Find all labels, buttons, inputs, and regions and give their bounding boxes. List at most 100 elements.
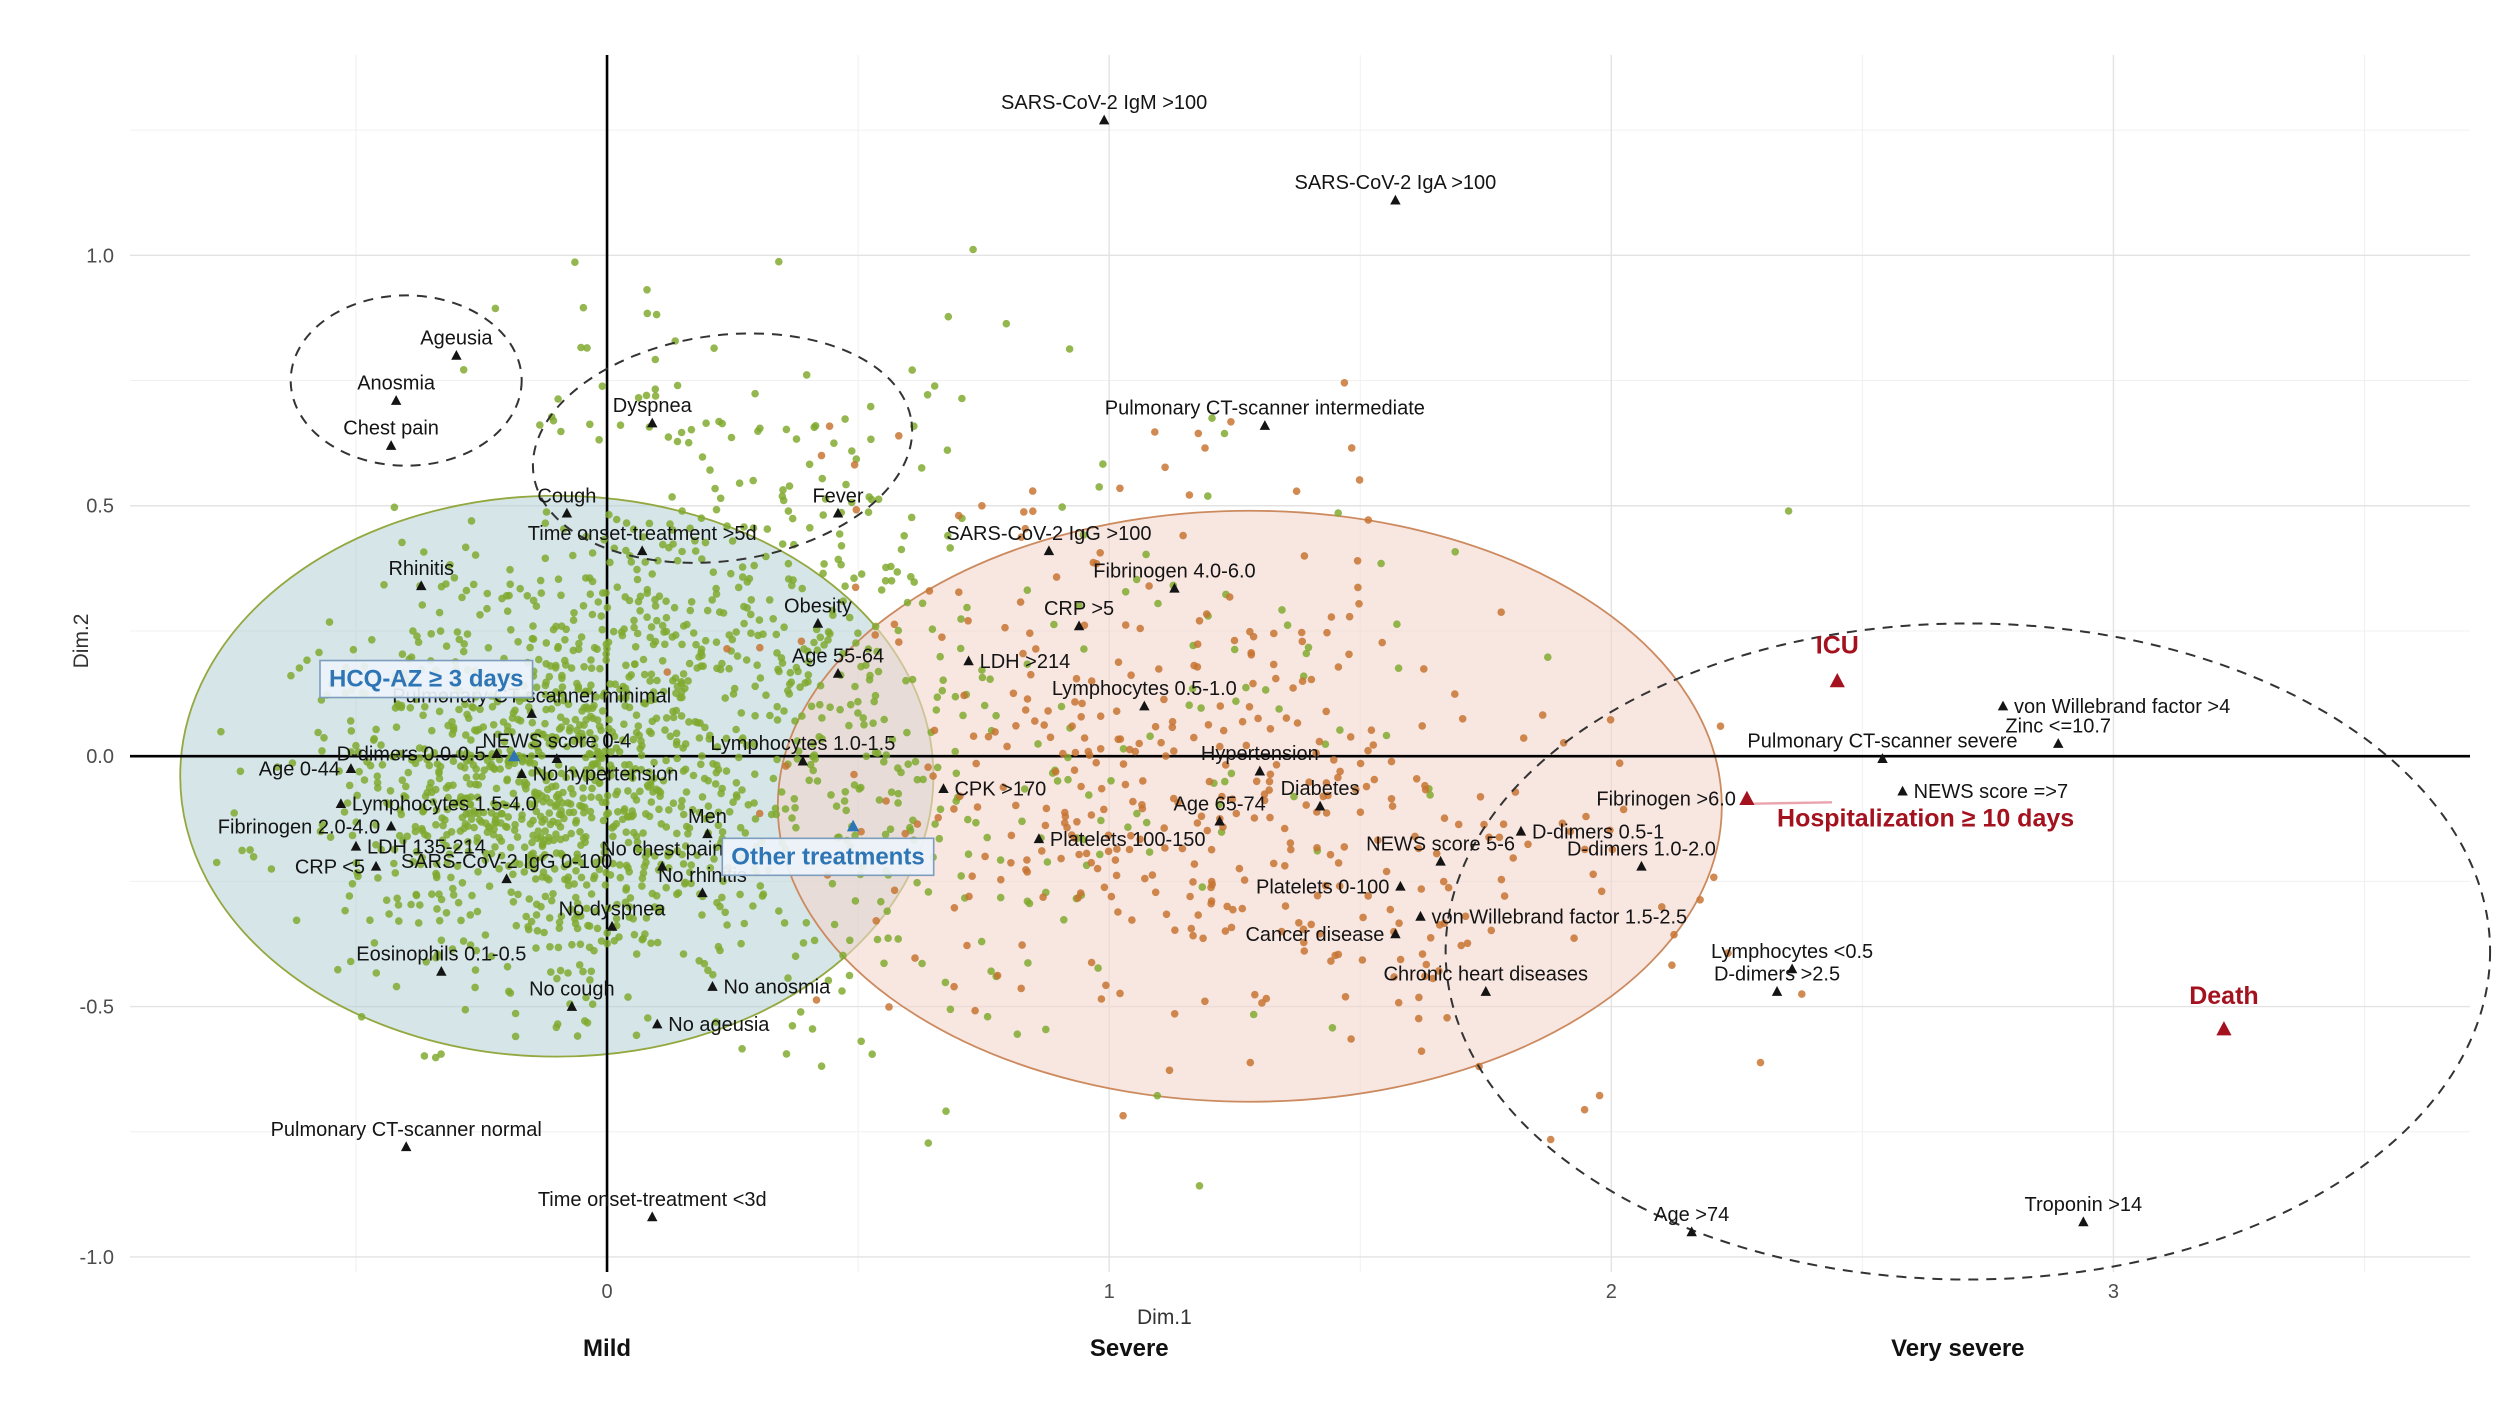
scatter-point: [536, 576, 545, 585]
scatter-point: [466, 941, 475, 949]
scatter-point: [508, 714, 517, 722]
scatter-point: [655, 787, 663, 795]
scatter-point: [842, 480, 850, 489]
scatter-point: [507, 888, 515, 896]
scatter-point: [1039, 893, 1047, 901]
scatter-point: [616, 421, 625, 430]
scatter-point: [442, 841, 450, 850]
scatter-point: [653, 938, 662, 947]
scatter-point: [546, 943, 554, 951]
scatter-point: [651, 852, 659, 860]
scatter-point: [827, 791, 835, 799]
scatter-point: [718, 419, 726, 428]
scatter-point: [545, 875, 553, 884]
scatter-point: [1190, 733, 1198, 742]
scatter-point: [352, 818, 361, 826]
scatter-point: [628, 774, 637, 782]
scatter-point: [894, 935, 902, 943]
scatter-point: [866, 671, 874, 680]
scatter-point: [1125, 745, 1134, 754]
scatter-point: [537, 902, 545, 911]
scatter-point: [450, 574, 459, 582]
category-marker: [1043, 545, 1055, 556]
scatter-point: [589, 714, 597, 723]
scatter-point: [1121, 621, 1130, 629]
scatter-point: [971, 1006, 979, 1015]
scatter-point: [425, 753, 434, 762]
scatter-point: [621, 702, 629, 710]
scatter-point: [782, 762, 790, 770]
scatter-point: [432, 806, 441, 814]
scatter-point: [1077, 782, 1085, 791]
scatter-point: [641, 558, 649, 566]
scatter-point: [528, 718, 537, 727]
scatter-point: [1207, 845, 1216, 854]
scatter-point: [1012, 722, 1020, 730]
scatter-point: [697, 760, 705, 769]
category-label: Time onset-treatment >5d: [528, 523, 757, 545]
scatter-point: [1334, 663, 1343, 671]
scatter-point: [1078, 699, 1086, 708]
category-label: Cancer disease: [1245, 924, 1384, 946]
scatter-point: [541, 827, 549, 835]
scatter-point: [704, 802, 713, 810]
scatter-point: [829, 611, 837, 619]
scatter-point: [817, 451, 826, 460]
scatter-point: [1443, 1014, 1451, 1022]
scatter-point: [784, 974, 792, 982]
scatter-point: [1457, 941, 1465, 950]
scatter-point: [366, 916, 374, 924]
scatter-point: [612, 515, 621, 524]
scatter-point: [442, 580, 450, 588]
scatter-point: [1386, 905, 1395, 914]
scatter-point: [756, 674, 765, 682]
scatter-point: [647, 777, 655, 786]
scatter-point: [775, 667, 783, 676]
scatter-point: [1316, 930, 1324, 938]
scatter-point: [1197, 812, 1206, 821]
category-marker: [335, 798, 347, 809]
scatter-point: [1411, 832, 1419, 841]
scatter-point: [588, 610, 597, 619]
category-marker: [1786, 963, 1798, 974]
scatter-point: [316, 827, 325, 836]
scatter-point: [850, 574, 858, 582]
scatter-point: [1353, 557, 1362, 565]
scatter-point: [609, 859, 617, 868]
scatter-point: [1387, 795, 1396, 803]
scatter-point: [598, 589, 607, 597]
scatter-point: [714, 808, 723, 817]
category-label: Platelets 100-150: [1050, 829, 1206, 851]
scatter-point: [1023, 868, 1032, 876]
scatter-point: [1546, 1135, 1555, 1144]
scatter-point: [487, 952, 496, 961]
scatter-point: [267, 865, 276, 873]
scatter-point: [651, 355, 660, 364]
scatter-point: [590, 701, 598, 710]
scatter-point: [857, 570, 866, 578]
scatter-point: [520, 778, 529, 786]
scatter-point: [788, 814, 796, 822]
scatter-point: [648, 889, 657, 898]
category-marker: [2053, 738, 2064, 748]
scatter-point: [1160, 695, 1168, 704]
scatter-point: [551, 782, 560, 790]
scatter-point: [586, 590, 595, 598]
scatter-point: [866, 402, 875, 411]
scatter-point: [1476, 793, 1485, 801]
scatter-point: [711, 780, 720, 788]
scatter-point: [477, 818, 486, 826]
scatter-point: [497, 837, 506, 845]
scatter-point: [1272, 761, 1281, 769]
category-label: Pulmonary CT-scanner intermediate: [1105, 398, 1425, 420]
scatter-point: [647, 798, 656, 806]
scatter-point: [590, 874, 598, 883]
y-tick-label: -1.0: [80, 1247, 114, 1269]
scatter-point: [1220, 429, 1229, 438]
scatter-point: [579, 303, 588, 312]
scatter-point: [549, 416, 558, 425]
scatter-point: [710, 855, 718, 863]
scatter-point: [708, 596, 716, 604]
scatter-point: [1132, 575, 1141, 584]
scatter-point: [821, 495, 830, 503]
